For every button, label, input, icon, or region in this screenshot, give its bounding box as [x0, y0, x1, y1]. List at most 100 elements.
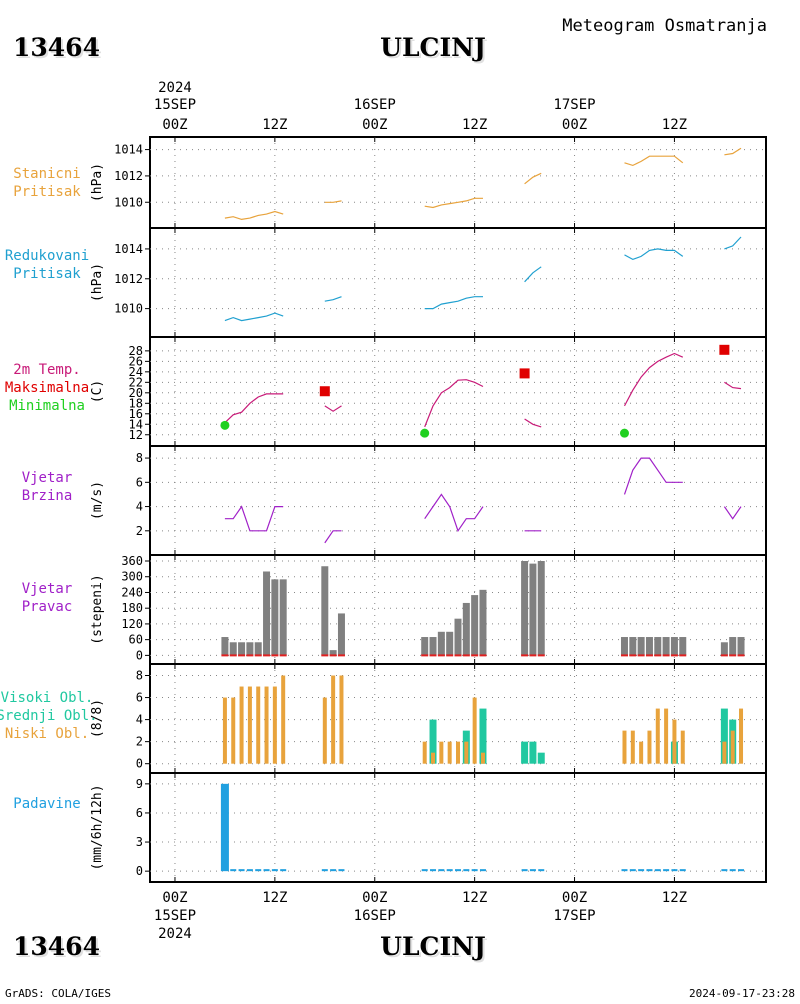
cloud-bar-low [639, 741, 644, 764]
time-tick-label-bottom: 00Z [362, 890, 387, 906]
wind-direction-bar [620, 637, 628, 656]
precip-bar [321, 869, 328, 872]
cloud-bar-low [655, 708, 660, 764]
series-line-station_pressure [224, 210, 284, 221]
precip-bar [471, 869, 478, 872]
y-tick-label: 1010 [114, 195, 143, 209]
cloud-bar-low [630, 730, 635, 764]
panel-wind_speed: 2 4 6 8 (m/s) Vjetar Brzina [22, 445, 767, 556]
cloud-bar-high [479, 708, 487, 764]
wind-direction-bar [229, 642, 237, 656]
panel-frame [149, 772, 767, 883]
wind-direction-bar [321, 566, 329, 656]
series-line-temperature [424, 379, 484, 428]
wind-direction-bar [221, 637, 229, 656]
cloud-bar-low [680, 730, 685, 764]
time-tick-label-top: 00Z [562, 117, 587, 133]
panel-station_pressure: 1010 1012 1014 (hPa) Stanicni Pritisak [13, 136, 767, 229]
cloud-bar-low [622, 730, 627, 764]
panel-label-line: Visoki Obl. [1, 690, 94, 706]
time-tick-label-top: 12Z [462, 117, 487, 133]
station-id-bottom: 13464 [13, 932, 100, 961]
wind-direction-bar [720, 642, 728, 656]
y-tick-label: 16 [129, 407, 143, 421]
time-tick-label-top: 00Z [162, 117, 187, 133]
panel-reduced_pressure: 1010 1012 1014 (hPa)Redukovani Pritisak [5, 227, 767, 338]
precip-bar [255, 869, 262, 872]
precip-bar [455, 869, 461, 872]
date-label-bottom: 16SEP [354, 908, 396, 924]
precip-bar [671, 869, 678, 872]
station-name-bottom: ULCINJ [382, 934, 488, 963]
time-tick-label-top: 00Z [362, 117, 387, 133]
precip-bar [463, 869, 470, 872]
y-tick-label: 1012 [114, 272, 143, 286]
panel-label-line: Padavine [13, 796, 80, 812]
cloud-bar-low [281, 675, 286, 764]
y-tick-label: 240 [121, 585, 143, 599]
y-axis-label: (stepeni) [90, 574, 105, 644]
wind-direction-bar [537, 561, 545, 656]
panel-label-line: Redukovani [5, 248, 89, 264]
year-label-top: 2024 [158, 80, 192, 96]
y-axis-label: (m/s) [90, 481, 105, 520]
y-axis-label: (mm/6h/12h) [90, 784, 105, 870]
series-line-reduced_pressure [524, 266, 542, 283]
panel-label-line: Srednji Obl. [0, 708, 98, 724]
cloud-bar-low [480, 752, 485, 764]
y-tick-label: 8 [136, 669, 143, 683]
wind-direction-bar [479, 589, 487, 656]
precip-bar [263, 869, 270, 872]
y-tick-label: 3 [136, 835, 143, 849]
y-tick-label: 24 [129, 365, 143, 379]
station-name-bottom: ULCINJ [380, 932, 486, 961]
time-tick-label-bottom: 12Z [262, 890, 287, 906]
precip-bar [238, 869, 245, 872]
wind-direction-bar [454, 618, 462, 656]
wind-direction-bar [329, 650, 337, 656]
date-label-bottom: 17SEP [553, 908, 595, 924]
y-tick-label: 2 [136, 524, 143, 538]
y-axis-label: (C) [90, 380, 105, 403]
panel-frame [149, 136, 767, 229]
panel-label-line: Pritisak [13, 184, 81, 200]
panel-frame [149, 445, 767, 556]
precip-bar [271, 869, 278, 872]
generated-timestamp: 2024-09-17-23:28 [689, 987, 795, 1000]
series-line-reduced_pressure [624, 248, 684, 261]
series-line-wind_speed [424, 493, 484, 533]
time-tick-label-top: 12Z [262, 117, 287, 133]
wind-direction-bar [729, 637, 737, 656]
precip-bar [538, 869, 545, 872]
series-line-reduced_pressure [324, 296, 342, 302]
panel-label-line: 2m Temp. [13, 362, 80, 378]
wind-direction-bar [521, 561, 529, 656]
wind-direction-bar [246, 642, 254, 656]
wind-direction-bar [271, 579, 279, 656]
wind-direction-bar [662, 637, 670, 656]
series-line-reduced_pressure [424, 296, 483, 310]
station-id-top: 13464 [13, 33, 100, 62]
y-tick-label: 2 [136, 735, 143, 749]
date-label-top: 16SEP [354, 97, 396, 113]
series-line-station_pressure [724, 147, 742, 156]
tmin-marker [420, 428, 430, 438]
time-tick-label-bottom: 12Z [662, 890, 687, 906]
wind-direction-bar [238, 642, 246, 656]
series-line-wind_speed [324, 530, 342, 544]
y-tick-label: 360 [121, 554, 143, 568]
y-axis-label: (hPa) [90, 263, 105, 302]
wind-direction-bar [679, 637, 687, 656]
station-id-top: 13464 [15, 35, 102, 64]
y-tick-label: 6 [136, 475, 143, 489]
tmax-marker [719, 344, 730, 355]
panel-clouds: 0 2 4 6 8 (8/8)Visoki Obl. Srednji Obl. Niski O… [0, 663, 767, 774]
y-tick-label: 1014 [114, 143, 143, 157]
wind-direction-bar [446, 631, 454, 656]
cloud-bar-low [464, 741, 469, 764]
cloud-bar-low [239, 686, 244, 764]
wind-direction-bar [629, 637, 637, 656]
